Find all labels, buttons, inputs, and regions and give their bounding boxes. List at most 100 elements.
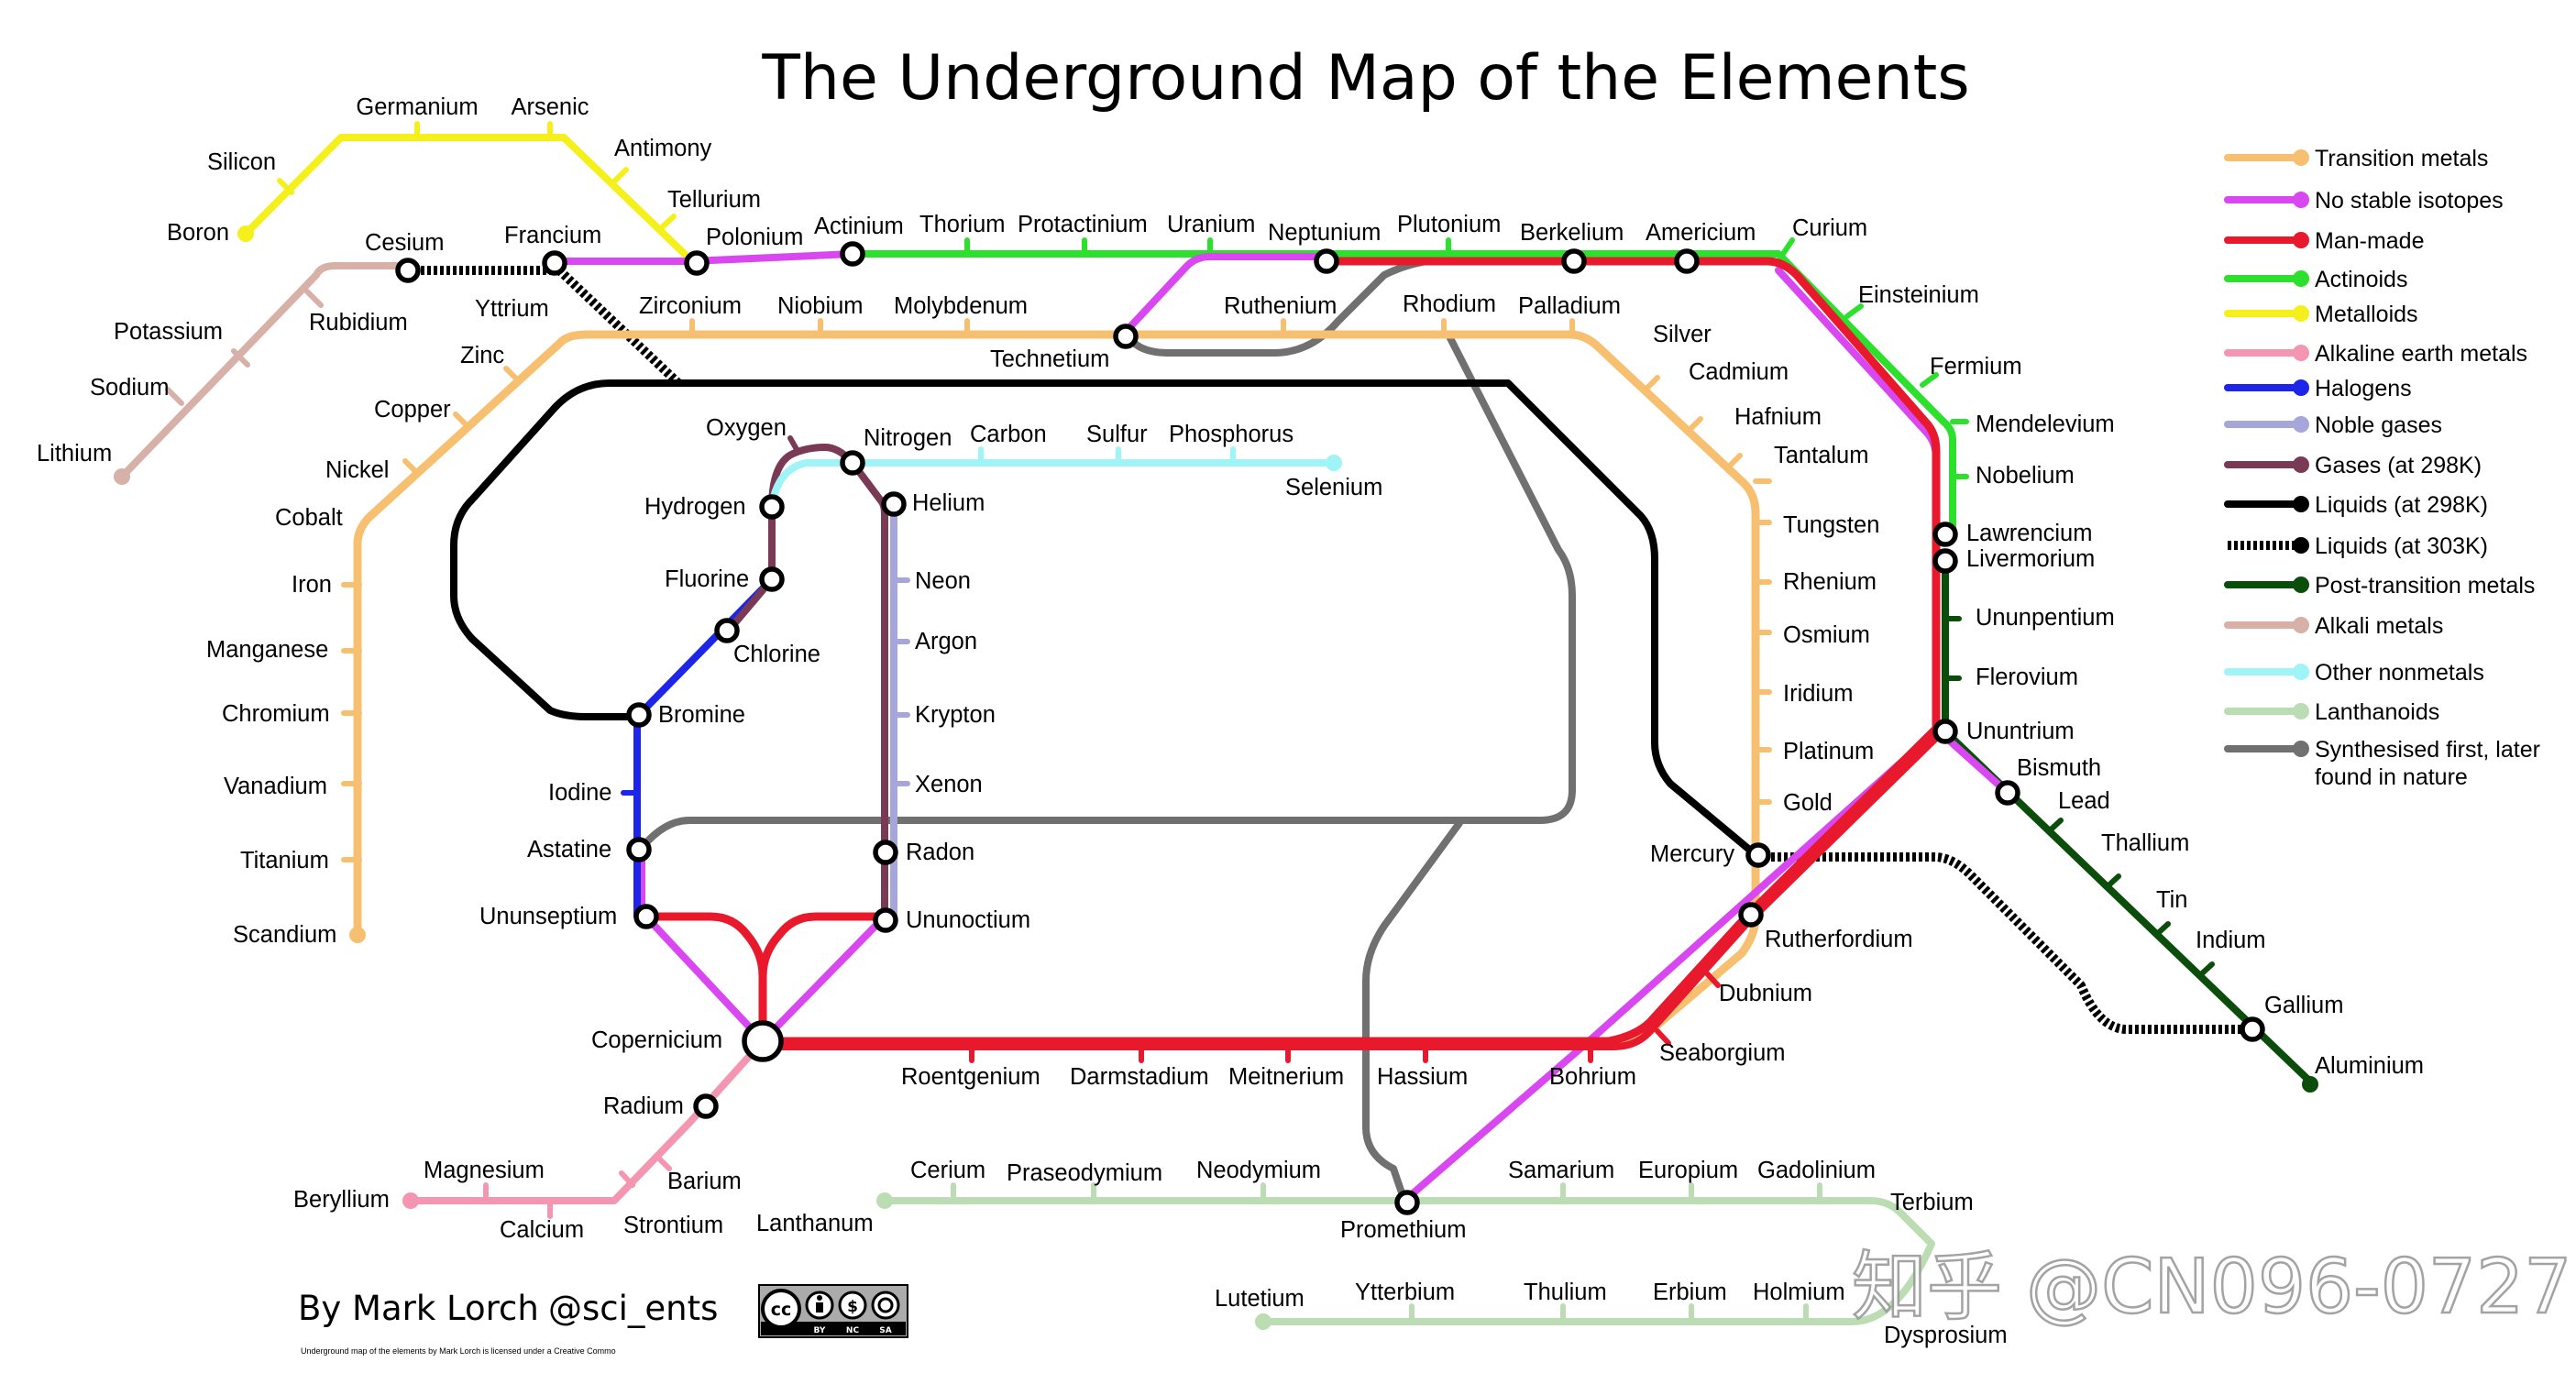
legend-dot-12 — [2293, 617, 2309, 633]
station-berkelium — [1561, 248, 1587, 274]
legend-label-5: Alkaline earth metals — [2315, 341, 2527, 367]
terminus-scandium — [349, 927, 366, 943]
label-lead: Lead — [2058, 788, 2110, 814]
nc-icon — [838, 1291, 867, 1320]
legend-label-12: Alkali metals — [2315, 613, 2443, 639]
label-radon: Radon — [906, 840, 974, 865]
station-copernicium — [742, 1020, 784, 1062]
label-livermorium: Livermorium — [1966, 546, 2095, 572]
label-argon: Argon — [915, 629, 977, 654]
legend: Transition metals No stable isotopes Man-m… — [2224, 146, 2540, 790]
station-lawrencium — [1932, 522, 1958, 547]
watermark: 知乎 @CN096-0727 — [1852, 1244, 2571, 1331]
lanthanoids-line — [881, 1197, 1935, 1325]
badge-sa: SA — [879, 1326, 891, 1335]
other-nonmetals-ticks — [978, 446, 1236, 466]
legend-label-3: Actinoids — [2315, 267, 2407, 292]
synthesised-line — [638, 256, 1597, 1204]
label-ununoctium: Ununoctium — [906, 907, 1030, 933]
station-technetium — [1113, 324, 1139, 349]
label-bismuth: Bismuth — [2017, 755, 2101, 781]
terminus-boron — [237, 225, 254, 242]
legend-label-2: Man-made — [2315, 228, 2425, 254]
label-lawrencium: Lawrencium — [1966, 521, 2092, 546]
label-boron: Boron — [167, 220, 229, 246]
label-ununseptium: Ununseptium — [479, 904, 617, 929]
svg-text:cc: cc — [771, 1300, 792, 1320]
noble-ticks — [891, 577, 910, 786]
label-antimony: Antimony — [614, 136, 712, 161]
label-scandium: Scandium — [233, 922, 336, 948]
label-osmium: Osmium — [1783, 622, 1870, 648]
label-francium: Francium — [504, 223, 601, 248]
label-germanium: Germanium — [356, 94, 478, 120]
label-chromium: Chromium — [222, 701, 330, 727]
transition-ticks — [341, 318, 1772, 862]
label-barium: Barium — [667, 1169, 742, 1194]
label-silver: Silver — [1653, 322, 1712, 347]
label-copper: Copper — [374, 397, 451, 423]
legend-label-14: Lanthanoids — [2315, 699, 2439, 725]
legend-label-4: Metalloids — [2315, 302, 2418, 327]
terminus-beryllium — [402, 1192, 419, 1209]
label-beryllium: Beryllium — [293, 1187, 390, 1213]
label-berkelium: Berkelium — [1520, 220, 1624, 246]
station-helium — [881, 491, 907, 517]
label-einsteinium: Einsteinium — [1858, 282, 1979, 308]
station-mercury — [1745, 842, 1771, 868]
terminus-lithium — [114, 468, 130, 485]
label-cadmium: Cadmium — [1689, 359, 1789, 385]
legend-label-10: Liquids (at 303K) — [2315, 533, 2488, 559]
station-ununoctium — [873, 907, 898, 933]
alkaline-earth-line — [407, 1038, 766, 1204]
label-oxygen: Oxygen — [706, 415, 787, 441]
legend-label-0: Transition metals — [2315, 146, 2488, 171]
label-fermium: Fermium — [1930, 354, 2022, 379]
label-hafnium: Hafnium — [1734, 404, 1822, 430]
label-tantalum: Tantalum — [1774, 443, 1868, 468]
label-terbium: Terbium — [1890, 1190, 1974, 1215]
label-vanadium: Vanadium — [224, 774, 327, 799]
label-actinium: Actinium — [814, 214, 904, 239]
gases-ticks — [787, 435, 800, 454]
label-aluminium: Aluminium — [2315, 1053, 2424, 1079]
label-praseodymium: Praseodymium — [1007, 1160, 1162, 1186]
label-radium: Radium — [603, 1093, 684, 1119]
legend-label-13: Other nonmetals — [2315, 660, 2484, 686]
label-nitrogen: Nitrogen — [864, 425, 952, 451]
svg-text:$: $ — [847, 1298, 858, 1316]
legend-dot-5 — [2293, 345, 2309, 361]
label-lanthanum: Lanthanum — [756, 1211, 874, 1236]
actinoids-line — [849, 250, 1956, 540]
station-labels: Germanium Arsenic Antimony Silicon Tellu… — [37, 94, 2424, 1348]
label-copernicium: Copernicium — [591, 1027, 722, 1053]
metalloids-line — [242, 134, 696, 265]
label-cobalt: Cobalt — [275, 505, 343, 531]
label-protactinium: Protactinium — [1018, 212, 1148, 237]
label-carbon: Carbon — [970, 422, 1047, 447]
label-manganese: Manganese — [206, 637, 328, 663]
station-actinium — [840, 241, 865, 267]
station-polonium — [684, 250, 710, 276]
label-samarium: Samarium — [1508, 1158, 1614, 1183]
label-ununtrium: Ununtrium — [1966, 719, 2075, 744]
station-cesium — [395, 258, 421, 283]
interchanges — [395, 241, 2265, 1215]
label-arsenic: Arsenic — [511, 94, 589, 120]
label-ruthenium: Ruthenium — [1224, 293, 1337, 319]
label-nickel: Nickel — [325, 457, 389, 483]
legend-label-11: Post-transition metals — [2315, 573, 2535, 599]
label-bromine: Bromine — [658, 702, 745, 728]
label-titanium: Titanium — [240, 848, 329, 873]
station-livermorium — [1932, 548, 1958, 574]
label-strontium: Strontium — [623, 1213, 723, 1238]
station-bromine — [626, 702, 652, 728]
legend-dot-7 — [2293, 416, 2309, 433]
label-zirconium: Zirconium — [639, 293, 742, 319]
license-text: Underground map of the elements by Mark … — [301, 1346, 616, 1356]
label-chlorine: Chlorine — [733, 642, 820, 667]
label-roentgenium: Roentgenium — [901, 1064, 1040, 1090]
legend-label-1: No stable isotopes — [2315, 188, 2504, 214]
label-erbium: Erbium — [1653, 1280, 1727, 1305]
legend-dot-1 — [2293, 192, 2309, 208]
